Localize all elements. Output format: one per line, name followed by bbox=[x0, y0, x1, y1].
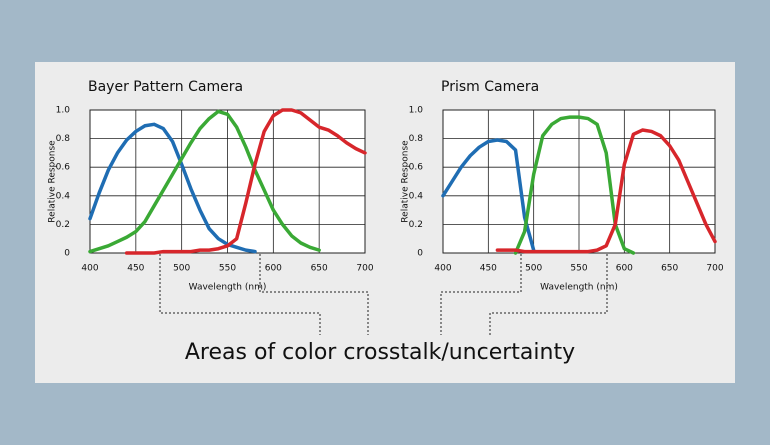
x-tick-label: 600 bbox=[616, 264, 633, 274]
series-line bbox=[88, 109, 321, 254]
x-tick-label: 400 bbox=[81, 264, 98, 274]
x-tick-label: 650 bbox=[661, 264, 678, 274]
x-tick-label: 450 bbox=[127, 264, 144, 274]
caption: Areas of color crosstalk/uncertainty bbox=[185, 340, 575, 365]
y-axis-label: Relative Response bbox=[48, 140, 58, 223]
x-tick-label: 700 bbox=[356, 264, 373, 274]
x-tick-label: 700 bbox=[706, 264, 723, 274]
y-tick-label: 0.4 bbox=[56, 191, 71, 201]
y-tick-label: 1.0 bbox=[409, 106, 424, 116]
series-line bbox=[513, 115, 636, 255]
y-tick-label: 0.8 bbox=[56, 134, 71, 144]
y-tick-label: 0.2 bbox=[409, 220, 423, 230]
y-tick-label: 0.8 bbox=[409, 134, 424, 144]
series-line bbox=[495, 128, 717, 254]
y-tick-label: 0.6 bbox=[56, 163, 71, 173]
x-tick-label: 600 bbox=[265, 264, 282, 274]
y-tick-label: 0.6 bbox=[409, 163, 424, 173]
series-line bbox=[441, 138, 536, 252]
series-line bbox=[124, 108, 367, 255]
x-tick-label: 500 bbox=[525, 264, 542, 274]
y-axis-label: Relative Response bbox=[401, 140, 411, 223]
x-tick-label: 450 bbox=[480, 264, 497, 274]
x-tick-label: 550 bbox=[219, 264, 236, 274]
x-tick-label: 650 bbox=[311, 264, 328, 274]
y-tick-label: 0 bbox=[64, 249, 70, 259]
chart-title: Bayer Pattern Camera bbox=[88, 79, 243, 95]
annotation-lines bbox=[157, 240, 610, 335]
x-axis-label: Wavelength (nm) bbox=[540, 283, 618, 293]
chart-title: Prism Camera bbox=[441, 79, 539, 95]
y-tick-label: 0.4 bbox=[409, 191, 424, 201]
y-tick-label: 1.0 bbox=[56, 106, 71, 116]
x-axis-label: Wavelength (nm) bbox=[189, 283, 267, 293]
x-tick-label: 500 bbox=[173, 264, 190, 274]
x-tick-label: 400 bbox=[434, 264, 451, 274]
y-tick-label: 0 bbox=[417, 249, 423, 259]
x-tick-label: 550 bbox=[570, 264, 587, 274]
y-tick-label: 0.2 bbox=[56, 220, 70, 230]
